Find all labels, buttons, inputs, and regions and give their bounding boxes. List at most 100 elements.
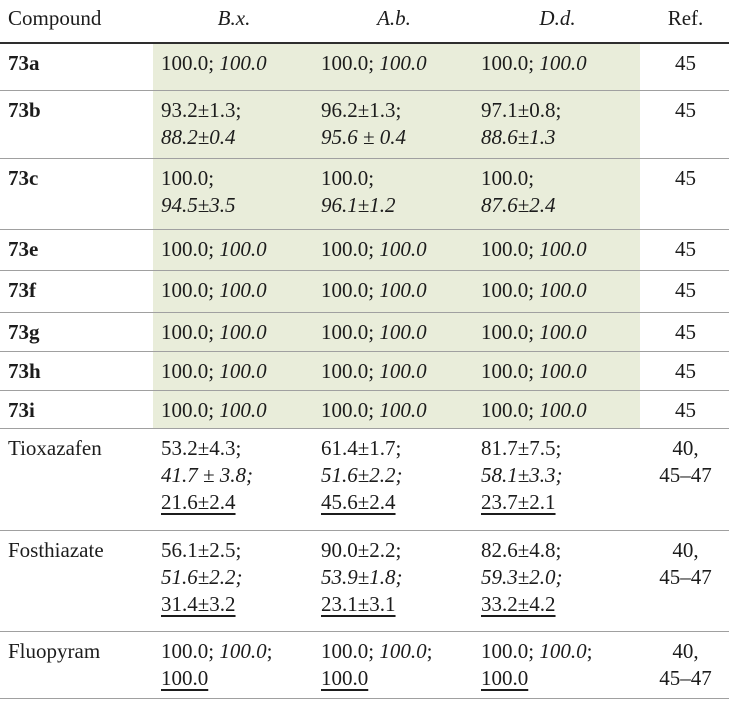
cell-ab: 90.0±2.2; 53.9±1.8; 23.1±3.1	[313, 530, 473, 631]
cell-compound: 73a	[8, 51, 40, 75]
cell-dd: 97.1±0.8; 88.6±1.3	[473, 90, 640, 158]
cell-ref: 45	[640, 229, 729, 270]
cell-dd: 100.0; 100.0	[473, 351, 640, 390]
cell-dd: 100.0; 87.6±2.4	[473, 158, 640, 229]
cell-bx: 56.1±2.5; 51.6±2.2; 31.4±3.2	[153, 530, 313, 631]
table-body: 73a 100.0; 100.0 100.0; 100.0 100.0; 100.0 4…	[0, 43, 729, 698]
value-line: 100.0; 100.0	[481, 358, 587, 383]
cell-ref: 40, 45–47	[640, 428, 729, 530]
ref-line: 45	[675, 277, 696, 302]
table-header: Compound B.x. A.b. D.d. Ref.	[0, 0, 729, 43]
value-line: 100.0; 100.0	[481, 397, 587, 422]
value-line: 61.4±1.7;	[321, 435, 402, 460]
value-line: 100.0; 100.0	[161, 397, 267, 422]
value-line: 100.0; 100.0	[161, 51, 267, 75]
cell-bx: 100.0; 100.0; 100.0	[153, 631, 313, 698]
ref-line: 45–47	[659, 564, 712, 589]
ref-line: 40,	[672, 638, 699, 663]
value-line: 100.0; 100.0	[481, 236, 587, 261]
value-line: 100.0	[321, 665, 369, 690]
cell-bx: 53.2±4.3; 41.7 ± 3.8; 21.6±2.4	[153, 428, 313, 530]
ref-line: 45–47	[659, 665, 712, 690]
cell-compound: 73b	[8, 97, 41, 122]
value-line: 41.7 ± 3.8;	[161, 462, 254, 487]
value-line: 100.0	[481, 665, 529, 690]
value-line: 100.0; 100.0;	[321, 638, 433, 663]
cell-ref: 45	[640, 158, 729, 229]
value-line: 100.0; 100.0;	[481, 638, 593, 663]
ref-line: 45	[675, 358, 696, 383]
value-line: 88.6±1.3	[481, 124, 556, 149]
cell-bx: 100.0; 100.0	[153, 270, 313, 312]
value-line: 90.0±2.2;	[321, 537, 402, 562]
cell-ref: 45	[640, 351, 729, 390]
cell-ref: 45	[640, 43, 729, 90]
value-line: 87.6±2.4	[481, 192, 556, 217]
cell-dd: 100.0; 100.0	[473, 229, 640, 270]
column-header-ab: A.b.	[377, 5, 411, 30]
table-row: 73g 100.0; 100.0 100.0; 100.0 100.0; 100.0 4…	[0, 312, 729, 351]
cell-ab: 100.0; 100.0	[313, 229, 473, 270]
cell-bx: 93.2±1.3; 88.2±0.4	[153, 90, 313, 158]
cell-dd: 100.0; 100.0	[473, 312, 640, 351]
ref-line: 45	[675, 397, 696, 422]
value-line: 100.0; 100.0	[321, 236, 427, 261]
value-line: 23.1±3.1	[321, 591, 396, 616]
cell-compound: 73c	[8, 165, 39, 190]
cell-compound: 73i	[8, 397, 35, 422]
table-row: 73f 100.0; 100.0 100.0; 100.0 100.0; 100.0 4…	[0, 270, 729, 312]
table-row: Fluopyram 100.0; 100.0; 100.0 100.0; 100.0;…	[0, 631, 729, 698]
value-line: 100.0; 100.0	[321, 397, 427, 422]
value-line: 95.6 ± 0.4	[321, 124, 407, 149]
cell-ab: 100.0; 96.1±1.2	[313, 158, 473, 229]
cell-compound: 73e	[8, 236, 39, 261]
value-line: 100.0; 100.0	[481, 51, 587, 75]
value-line: 59.3±2.0;	[481, 564, 563, 589]
cell-dd: 100.0; 100.0	[473, 390, 640, 428]
column-header-dd: D.d.	[539, 5, 576, 30]
header-row: Compound B.x. A.b. D.d. Ref.	[0, 0, 729, 43]
value-line: 93.2±1.3;	[161, 97, 242, 122]
cell-dd: 82.6±4.8; 59.3±2.0; 33.2±4.2	[473, 530, 640, 631]
value-line: 100.0; 100.0	[481, 319, 587, 344]
value-line: 100.0; 100.0;	[161, 638, 273, 663]
cell-dd: 81.7±7.5; 58.1±3.3; 23.7±2.1	[473, 428, 640, 530]
value-line: 96.1±1.2	[321, 192, 396, 217]
value-line: 51.6±2.2;	[321, 462, 403, 487]
cell-compound: 73g	[8, 319, 40, 344]
cell-ab: 61.4±1.7; 51.6±2.2; 45.6±2.4	[313, 428, 473, 530]
ref-line: 40,	[672, 537, 699, 562]
value-line: 100.0	[161, 665, 209, 690]
value-line: 33.2±4.2	[481, 591, 556, 616]
cell-ab: 100.0; 100.0	[313, 312, 473, 351]
cell-bx: 100.0; 100.0	[153, 312, 313, 351]
cell-dd: 100.0; 100.0	[473, 43, 640, 90]
table-row: 73i 100.0; 100.0 100.0; 100.0 100.0; 100.0 4…	[0, 390, 729, 428]
ref-line: 45	[675, 319, 696, 344]
column-header-compound: Compound	[8, 5, 102, 30]
cell-compound: 73h	[8, 358, 41, 383]
value-line: 97.1±0.8;	[481, 97, 562, 122]
ref-line: 45	[675, 97, 696, 122]
cell-dd: 100.0; 100.0; 100.0	[473, 631, 640, 698]
cell-bx: 100.0; 100.0	[153, 229, 313, 270]
value-line: 100.0;	[321, 165, 375, 190]
table-row: Tioxazafen 53.2±4.3; 41.7 ± 3.8; 21.6±2.4 61…	[0, 428, 729, 530]
cell-ref: 45	[640, 312, 729, 351]
value-line: 23.7±2.1	[481, 489, 556, 514]
value-line: 100.0;	[481, 165, 535, 190]
value-line: 56.1±2.5;	[161, 537, 242, 562]
cell-ref: 45	[640, 270, 729, 312]
value-line: 100.0;	[161, 165, 215, 190]
table-row: 73h 100.0; 100.0 100.0; 100.0 100.0; 100.0 4…	[0, 351, 729, 390]
ref-line: 40,	[672, 435, 699, 460]
value-line: 94.5±3.5	[161, 192, 236, 217]
cell-ref: 40, 45–47	[640, 530, 729, 631]
value-line: 100.0; 100.0	[161, 319, 267, 344]
cell-dd: 100.0; 100.0	[473, 270, 640, 312]
value-line: 100.0; 100.0	[161, 236, 267, 261]
cell-compound: Fluopyram	[8, 638, 101, 663]
value-line: 100.0; 100.0	[161, 277, 267, 302]
